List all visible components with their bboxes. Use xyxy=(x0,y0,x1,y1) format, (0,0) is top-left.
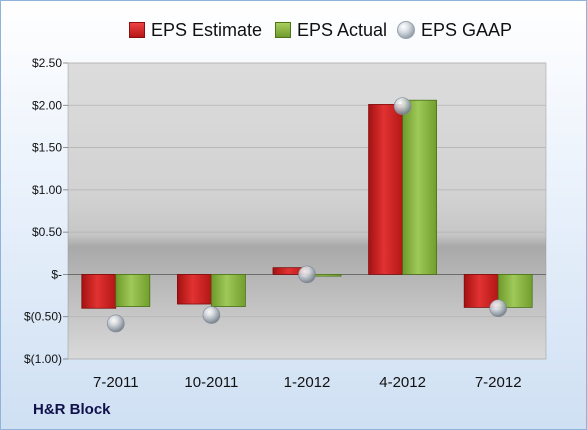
legend-label-eps-actual: EPS Actual xyxy=(297,19,388,40)
plot-area xyxy=(67,62,547,360)
bar-eps-actual xyxy=(210,274,246,307)
marker-eps-gaap xyxy=(202,306,221,324)
legend-label-eps-gaap: EPS GAAP xyxy=(421,19,513,40)
x-tick-label: 7-2011 xyxy=(93,374,139,391)
legend-swatch-eps-gaap xyxy=(397,21,415,39)
x-tick-label: 10-2011 xyxy=(184,374,238,391)
y-tick-label: $1.50 xyxy=(32,141,62,155)
x-tick-label: 7-2012 xyxy=(475,374,522,391)
y-tick-label: $2.00 xyxy=(32,98,62,112)
marker-eps-gaap xyxy=(489,299,508,318)
company-name: H&R Block xyxy=(33,401,111,418)
legend-swatch-eps-actual xyxy=(275,22,291,38)
y-tick-label: $0.50 xyxy=(32,225,62,239)
bar-eps-actual xyxy=(115,274,151,307)
bar-eps-actual xyxy=(402,99,438,275)
legend-item-eps-estimate: EPS Estimate xyxy=(129,17,262,43)
x-tick-label: 1-2012 xyxy=(284,374,331,391)
y-tick-label: $(0.50) xyxy=(24,310,62,324)
bar-eps-estimate xyxy=(81,274,117,309)
y-tick-label: $1.00 xyxy=(32,183,62,197)
marker-eps-gaap xyxy=(298,265,316,284)
x-tick-label: 4-2012 xyxy=(379,374,426,391)
y-tick-label: $- xyxy=(51,267,62,281)
marker-eps-gaap xyxy=(107,314,125,333)
bar-eps-estimate xyxy=(176,274,212,305)
y-tick-label: $(1.00) xyxy=(24,352,62,366)
bar-eps-estimate xyxy=(368,104,404,275)
y-tick-label: $2.50 xyxy=(32,56,62,70)
chart-legend: EPS Estimate EPS Actual EPS GAAP xyxy=(1,17,586,43)
marker-eps-gaap xyxy=(393,97,412,115)
legend-swatch-eps-estimate xyxy=(129,22,145,38)
legend-label-eps-estimate: EPS Estimate xyxy=(151,19,263,40)
legend-item-eps-gaap: EPS GAAP xyxy=(397,17,512,43)
legend-item-eps-actual: EPS Actual xyxy=(275,17,387,43)
